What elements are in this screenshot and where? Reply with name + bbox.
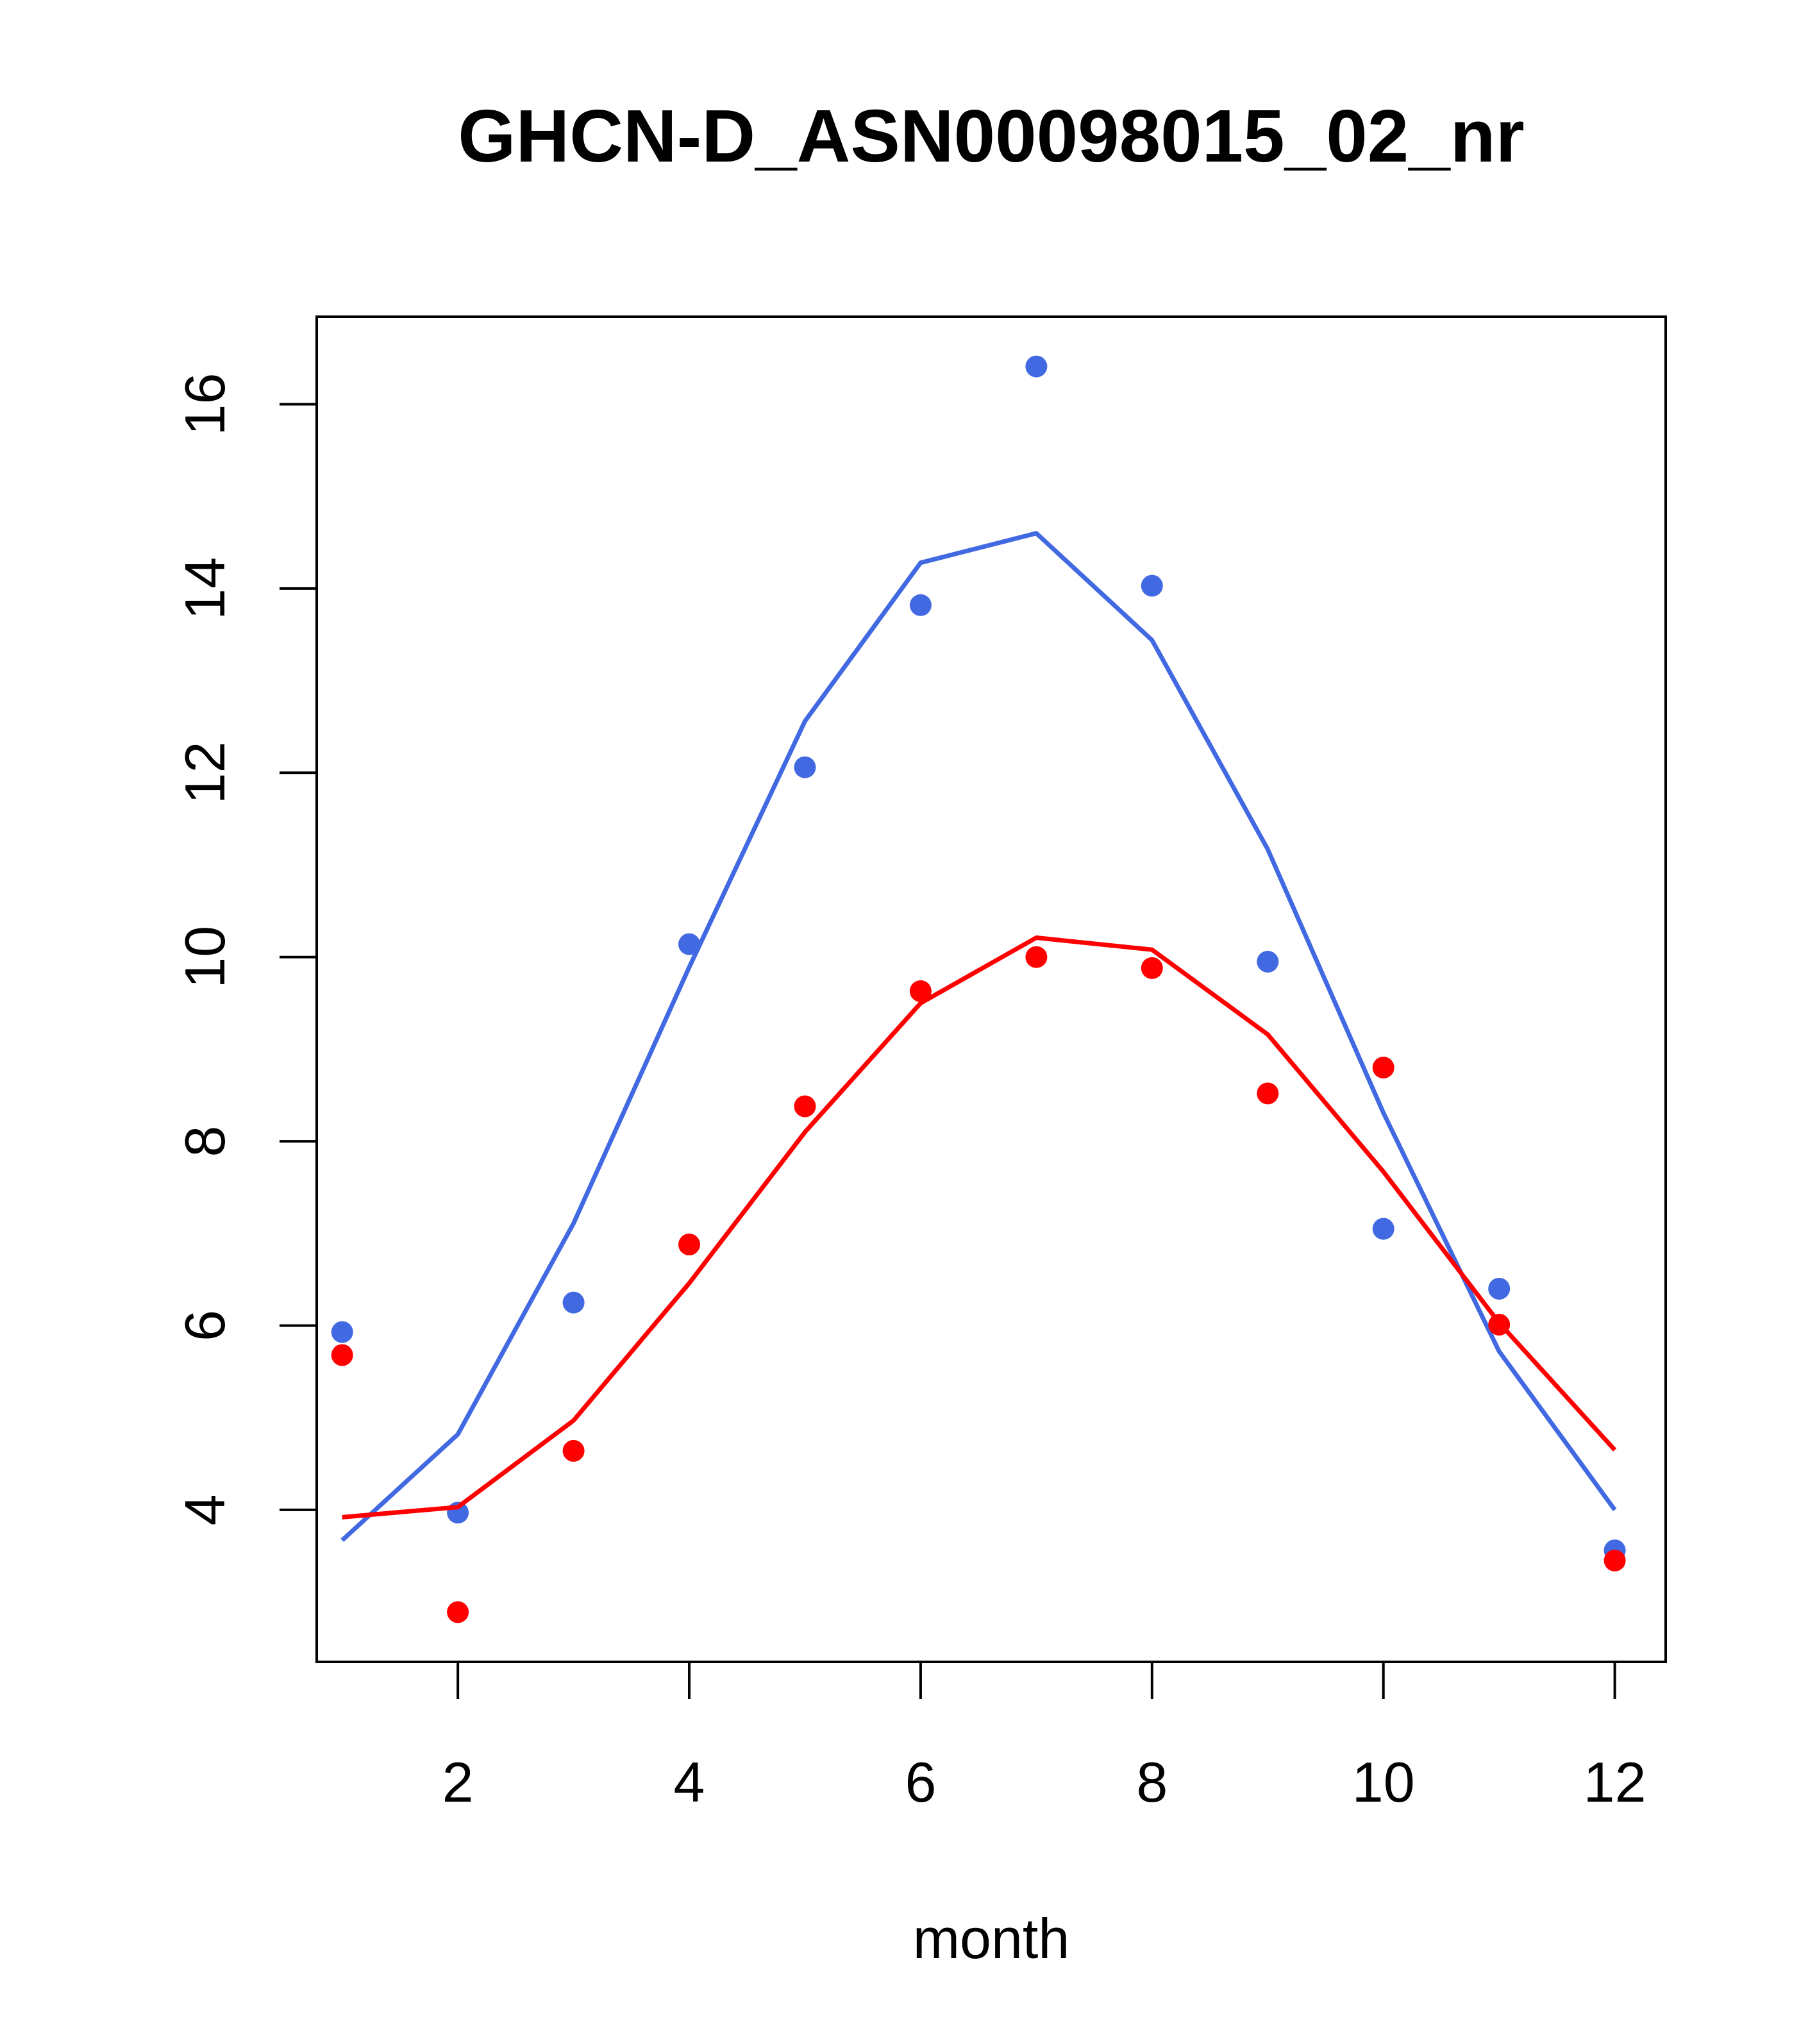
y-tick-label: 12	[173, 741, 237, 804]
data-point	[1488, 1278, 1511, 1300]
series-line	[340, 531, 1617, 1542]
x-tick-label: 2	[442, 1750, 474, 1814]
data-point	[1025, 946, 1048, 968]
x-tick-label: 8	[1136, 1750, 1168, 1814]
y-tick-label: 16	[173, 373, 237, 436]
y-axis: 4 6 8 10 12 14 16	[173, 373, 318, 1525]
series-line	[342, 935, 1617, 1520]
data-point	[562, 1291, 585, 1314]
y-tick-label: 8	[173, 1126, 237, 1157]
data-point	[1372, 1218, 1394, 1240]
series-2	[331, 935, 1626, 1623]
data-point	[1488, 1314, 1511, 1336]
data-point	[909, 980, 932, 1002]
data-point	[447, 1601, 469, 1623]
data-point	[1141, 957, 1163, 979]
x-tick-label: 4	[674, 1750, 705, 1814]
data-point	[794, 756, 816, 778]
data-point	[331, 1344, 353, 1366]
data-point	[1372, 1057, 1394, 1079]
y-tick-label: 4	[173, 1494, 237, 1525]
x-axis-label: month	[913, 1907, 1070, 1970]
data-point	[1141, 574, 1163, 597]
data-point	[678, 933, 700, 955]
chart-title: GHCN-D_ASN00098015_02_nr	[458, 94, 1525, 178]
y-tick-label: 14	[173, 557, 237, 620]
data-point	[331, 1321, 353, 1343]
data-point	[1257, 950, 1279, 973]
data-point	[1603, 1549, 1626, 1571]
data-point	[562, 1439, 585, 1462]
data-point	[678, 1234, 700, 1255]
x-tick-label: 10	[1352, 1750, 1415, 1814]
x-tick-label: 6	[905, 1750, 936, 1814]
data-point	[1025, 355, 1048, 378]
series-1	[331, 355, 1626, 1562]
series-layer	[331, 355, 1626, 1623]
data-point	[1257, 1082, 1279, 1105]
y-tick-label: 10	[173, 926, 237, 989]
x-axis: 2 4 6 8 10 12	[442, 1661, 1646, 1814]
data-point	[909, 594, 932, 616]
x-tick-label: 12	[1584, 1750, 1646, 1814]
y-tick-label: 6	[173, 1310, 237, 1341]
data-point	[794, 1095, 816, 1118]
